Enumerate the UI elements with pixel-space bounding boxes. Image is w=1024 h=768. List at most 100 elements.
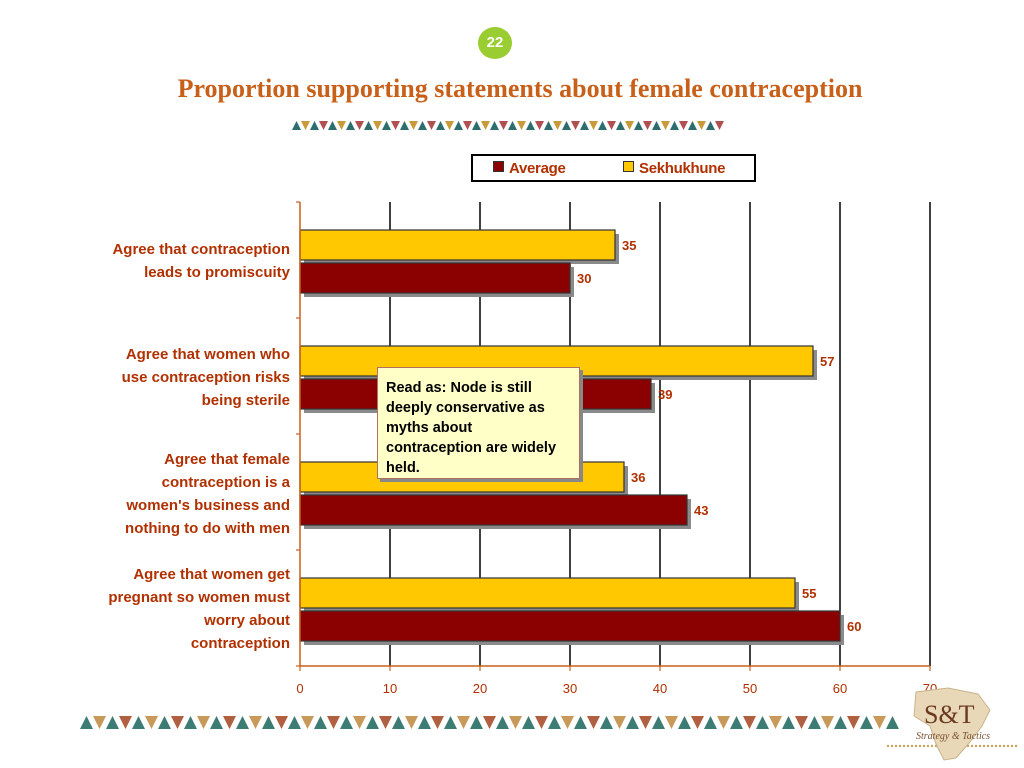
band-triangle	[418, 716, 431, 729]
band-triangle	[706, 121, 715, 130]
bar-average	[299, 610, 841, 642]
band-triangle	[328, 121, 337, 130]
band-triangle	[353, 716, 366, 729]
chart-legend: Average Sekhukhune	[471, 154, 756, 182]
x-tick-label: 30	[563, 681, 577, 696]
chart-title: Proportion supporting statements about f…	[177, 74, 863, 103]
logo-dot	[1010, 744, 1014, 748]
band-triangle	[678, 716, 691, 729]
band-triangle	[171, 716, 184, 729]
legend-swatch-average	[493, 161, 504, 172]
band-triangle	[80, 716, 93, 729]
band-triangle	[490, 121, 499, 130]
bar-sekhukhune	[299, 577, 796, 609]
data-label-average: 39	[658, 387, 672, 402]
band-triangle	[652, 716, 665, 729]
band-triangle	[314, 716, 327, 729]
logo-dot	[926, 744, 930, 748]
band-triangle	[379, 716, 392, 729]
logo-mark: S&T	[924, 700, 975, 729]
x-tick-label: 0	[296, 681, 303, 696]
band-triangle	[405, 716, 418, 729]
band-triangle	[132, 716, 145, 729]
logo-dot	[986, 744, 990, 748]
logo-dot	[970, 744, 974, 748]
band-triangle	[249, 716, 262, 729]
band-triangle	[743, 716, 756, 729]
slide-number-badge: 22	[478, 27, 512, 59]
band-triangle	[262, 716, 275, 729]
logo-dot	[894, 744, 898, 748]
logo-dot	[902, 744, 906, 748]
band-triangle	[535, 716, 548, 729]
band-triangle	[639, 716, 652, 729]
band-triangle	[340, 716, 353, 729]
logo-dot	[918, 744, 922, 748]
band-triangle	[499, 121, 508, 130]
band-triangle	[616, 121, 625, 130]
logo-dot	[930, 744, 934, 748]
band-triangle	[626, 716, 639, 729]
band-triangle	[860, 716, 873, 729]
x-tick-label: 20	[473, 681, 487, 696]
data-label-average: 43	[694, 503, 708, 518]
band-triangle	[548, 716, 561, 729]
x-tick-label: 60	[833, 681, 847, 696]
band-triangle	[886, 716, 899, 729]
logo-dot	[910, 744, 914, 748]
band-triangle	[625, 121, 634, 130]
band-triangle	[119, 716, 132, 729]
band-triangle	[808, 716, 821, 729]
band-triangle	[782, 716, 795, 729]
band-triangle	[795, 716, 808, 729]
band-triangle	[607, 121, 616, 130]
band-triangle	[400, 121, 409, 130]
band-triangle	[535, 121, 544, 130]
band-triangle	[665, 716, 678, 729]
category-label-womens-business: Agree that female contraception is a wom…	[125, 451, 290, 537]
band-triangle	[292, 121, 301, 130]
logo-dot	[890, 744, 894, 748]
bar-average	[299, 494, 688, 526]
band-triangle	[288, 716, 301, 729]
logo-dot	[906, 744, 910, 748]
band-triangle	[873, 716, 886, 729]
band-triangle	[704, 716, 717, 729]
band-triangle	[470, 716, 483, 729]
band-triangle	[364, 121, 373, 130]
band-triangle	[821, 716, 834, 729]
band-triangle	[93, 716, 106, 729]
legend-label-sekhukhune: Sekhukhune	[639, 160, 726, 177]
band-triangle	[427, 121, 436, 130]
band-triangle	[310, 121, 319, 130]
band-triangle	[580, 121, 589, 130]
band-triangle	[184, 716, 197, 729]
data-label-average: 30	[577, 271, 591, 286]
band-triangle	[561, 716, 574, 729]
band-triangle	[444, 716, 457, 729]
band-triangle	[319, 121, 328, 130]
logo-dot	[898, 744, 902, 748]
data-label-sekhukhune: 57	[820, 354, 834, 369]
band-triangle	[634, 121, 643, 130]
band-triangle	[301, 121, 310, 130]
bar-average	[299, 262, 571, 294]
band-triangle	[472, 121, 481, 130]
band-triangle	[688, 121, 697, 130]
band-triangle	[517, 121, 526, 130]
band-triangle	[418, 121, 427, 130]
logo-dot	[994, 744, 998, 748]
band-triangle	[643, 121, 652, 130]
band-triangle	[210, 716, 223, 729]
logo-tagline: Strategy & Tactics	[916, 731, 991, 742]
band-triangle	[697, 121, 706, 130]
band-triangle	[847, 716, 860, 729]
category-label-sterile: Agree that women who use contraception r…	[121, 346, 290, 409]
band-triangle	[571, 121, 580, 130]
band-triangle	[834, 716, 847, 729]
band-triangle	[409, 121, 418, 130]
band-triangle	[382, 121, 391, 130]
band-triangle	[355, 121, 364, 130]
band-triangle	[158, 716, 171, 729]
band-triangle	[679, 121, 688, 130]
